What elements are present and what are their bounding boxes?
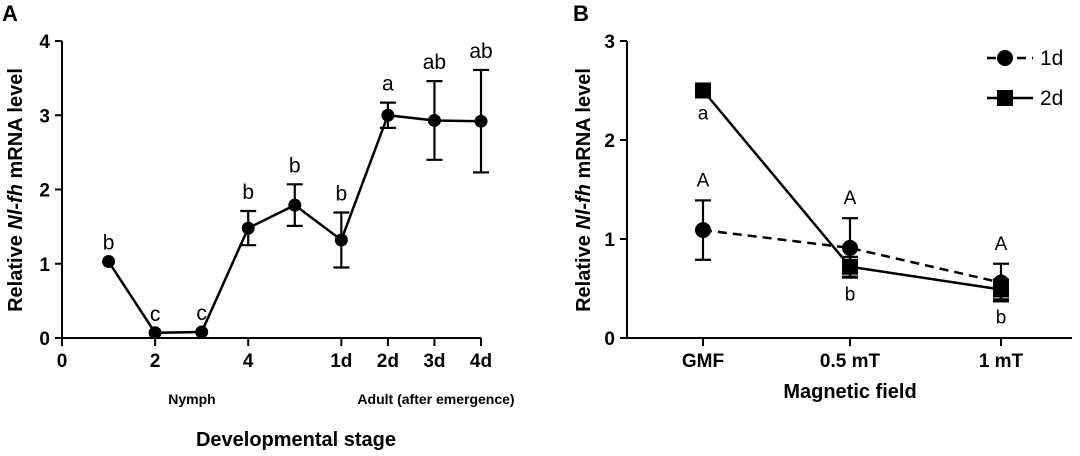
data-point-2d [993,281,1009,298]
y-label-b-part1: Relative [573,230,595,312]
significance-letter-a: c [196,302,207,325]
x-tick-label-b: 0.5 mT [820,351,881,372]
y-tick-label-a: 2 [39,181,50,202]
significance-letter-2d: b [996,307,1007,328]
x-tick-label-a: 2d [377,351,399,372]
group-label-nymph: Nymph [168,391,215,407]
legend: 1d 2d [987,47,1063,110]
x-axis-label-b: Magnetic field [783,381,916,403]
data-point-a [381,108,395,122]
x-tick-label-a: 4d [470,351,492,372]
y-tick-label-a: 1 [39,255,50,276]
significance-letter-a: b [335,183,347,206]
x-tick-label-b: GMF [682,351,724,372]
legend-marker-1d [997,50,1013,66]
y-tick-label-a: 4 [39,32,50,53]
y-axis-label-a: Relative Nl-fh mRNA level [5,68,27,312]
significance-letter-a: b [103,232,115,255]
x-tick-label-b: 1 mT [979,351,1024,372]
y-label-a-part1: Relative [5,230,27,312]
y-label-b-gene: Nl-fh [573,184,595,230]
x-tick-label-a: 4 [243,351,254,372]
panel-a: A Relative Nl-fh mRNA level Developmenta… [2,1,515,451]
y-tick-label-b: 0 [604,329,615,350]
x-tick-label-a: 1d [330,351,352,372]
significance-letter-a: ab [423,51,446,74]
significance-letter-a: a [382,73,394,96]
y-label-a-part2: mRNA level [5,68,27,184]
x-axis-label-a: Developmental stage [196,429,396,451]
y-tick-label-a: 0 [39,329,50,350]
significance-letter-1d: A [844,188,857,209]
panel-label-a: A [2,1,18,26]
data-point-a [102,255,116,269]
legend-marker-2d [997,90,1013,106]
significance-letter-a: ab [469,40,492,63]
data-point-a [334,233,348,247]
significance-letter-2d: a [698,103,709,124]
data-point-2d [695,82,711,99]
y-label-a-gene: Nl-fh [5,184,27,230]
x-tick-label-a: 2 [150,351,161,372]
y-tick-label-b: 2 [604,131,615,152]
legend-label-1d: 1d [1040,47,1063,70]
significance-letter-a: c [150,303,161,326]
significance-letter-a: b [289,154,301,177]
panel-label-b: B [573,1,589,26]
panel-b: B Relative Nl-fh mRNA level Magnetic fie… [573,1,1072,403]
significance-letter-2d: b [845,285,856,306]
y-tick-label-a: 3 [39,106,50,127]
data-point-a [474,114,488,128]
significance-letter-1d: A [697,170,710,191]
y-axis-label-b: Relative Nl-fh mRNA level [573,68,595,312]
data-point-a [241,221,255,235]
data-point-a [148,326,162,340]
data-point-a [195,325,209,339]
significance-letter-1d: A [995,234,1008,255]
data-point-1d [695,222,711,239]
legend-label-2d: 2d [1040,87,1063,110]
series-line-1d [702,228,1002,284]
y-label-b-part2: mRNA level [573,68,595,184]
x-tick-label-a: 0 [57,351,68,372]
data-point-1d [842,239,858,256]
data-point-a [427,113,441,127]
y-tick-label-b: 1 [604,230,615,251]
group-label-adult: Adult (after emergence) [357,391,514,407]
significance-letter-a: b [242,181,254,204]
data-point-2d [842,258,858,275]
data-point-a [288,198,302,212]
y-tick-label-b: 3 [604,32,615,53]
x-tick-label-a: 3d [423,351,445,372]
